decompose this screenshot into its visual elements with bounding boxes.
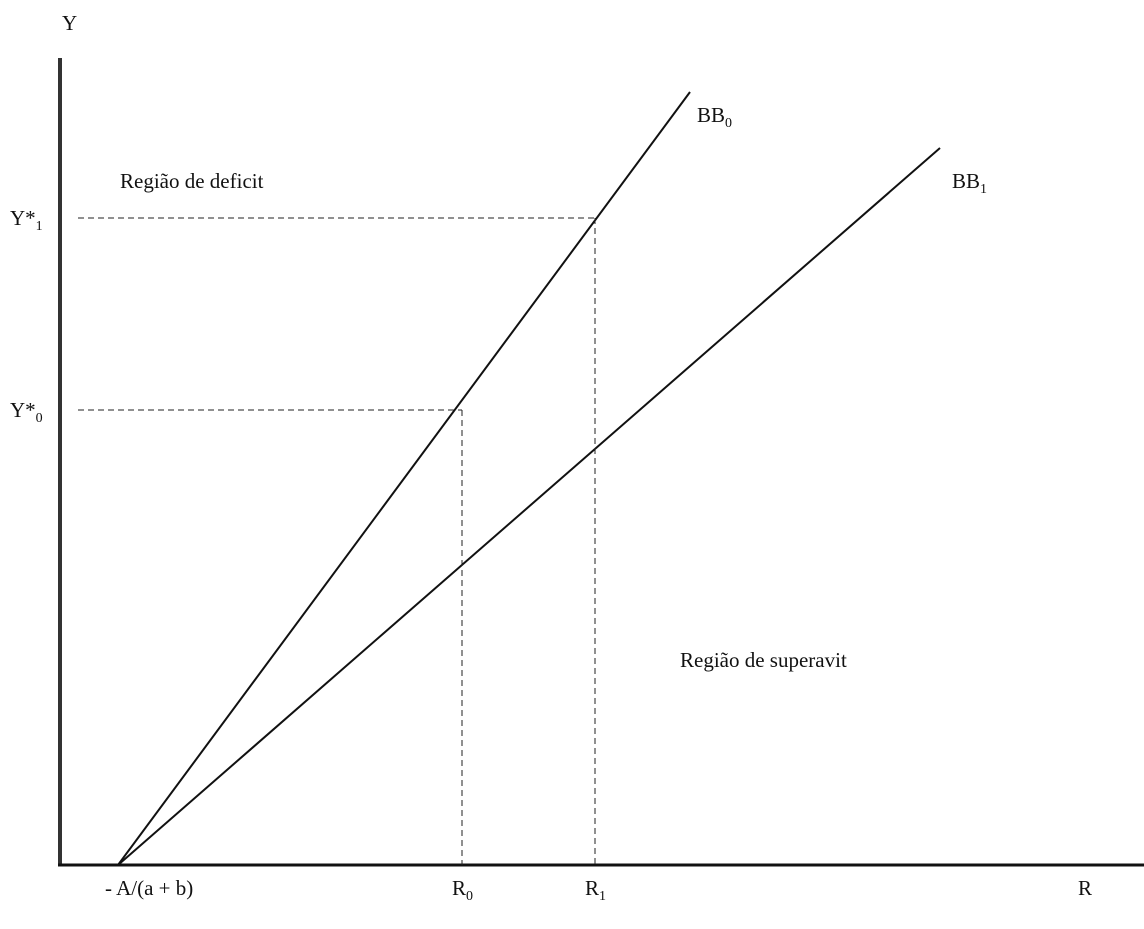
label-base: Y* xyxy=(10,398,36,422)
label-sub: 1 xyxy=(599,889,606,904)
y-marker: Y*1 xyxy=(10,206,43,234)
region-label: Região de superavit xyxy=(680,648,847,672)
bb0-line xyxy=(117,91,691,866)
x-marker: R0 xyxy=(452,876,473,904)
x-axis-label: R xyxy=(1078,876,1092,900)
label-base: R xyxy=(452,876,466,900)
x-marker: - A/(a + b) xyxy=(105,876,193,900)
label-sub: 0 xyxy=(36,411,43,426)
region-label: Região de deficit xyxy=(120,169,264,193)
label-base: BB xyxy=(952,169,980,193)
x-marker: R1 xyxy=(585,876,606,904)
line-label: BB1 xyxy=(952,169,987,197)
label-base: Y* xyxy=(10,206,36,230)
bb1-line xyxy=(117,147,941,866)
line-label: BB0 xyxy=(697,103,732,131)
label-sub: 0 xyxy=(725,116,732,131)
y-marker: Y*0 xyxy=(10,398,43,426)
label-sub: 0 xyxy=(466,889,473,904)
label-sub: 1 xyxy=(980,182,987,197)
y-axis-label: Y xyxy=(62,11,77,35)
label-base: R xyxy=(585,876,599,900)
label-base: BB xyxy=(697,103,725,127)
label-sub: 1 xyxy=(36,219,43,234)
